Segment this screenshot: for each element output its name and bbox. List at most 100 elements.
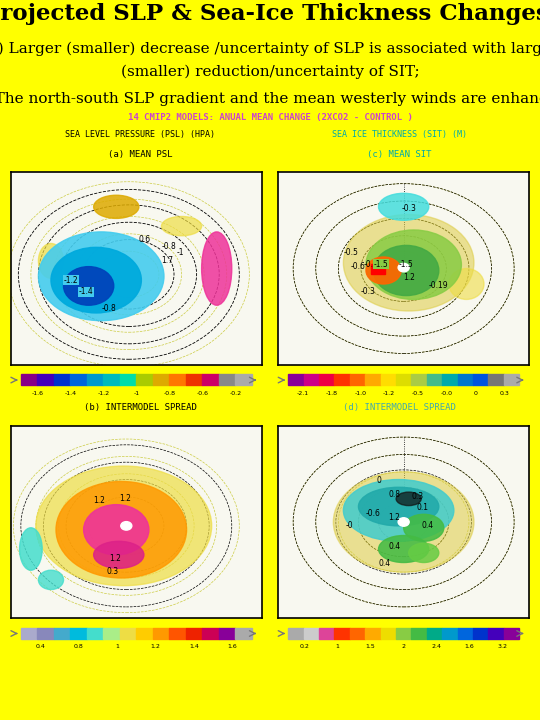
Text: 14 CMIP2 MODELS: ANUAL MEAN CHANGE (2XCO2 - CONTROL ): 14 CMIP2 MODELS: ANUAL MEAN CHANGE (2XCO… — [127, 113, 413, 122]
Bar — [427, 374, 442, 385]
Text: -0.3: -0.3 — [361, 287, 376, 296]
Ellipse shape — [93, 195, 139, 218]
Text: -1.0: -1.0 — [354, 390, 366, 395]
Text: -0.8: -0.8 — [161, 242, 176, 251]
Text: Projected SLP & Sea-Ice Thickness Changes:: Projected SLP & Sea-Ice Thickness Change… — [0, 3, 540, 25]
Bar — [504, 628, 519, 639]
Circle shape — [121, 521, 132, 530]
Text: -1.6: -1.6 — [31, 390, 43, 395]
Ellipse shape — [449, 269, 484, 300]
Bar — [219, 628, 235, 639]
Bar — [103, 374, 120, 385]
Ellipse shape — [84, 505, 149, 555]
Text: -0.19: -0.19 — [429, 281, 448, 290]
Text: -1: -1 — [133, 390, 139, 395]
Ellipse shape — [161, 217, 201, 235]
Text: (1) Larger (smaller) decrease /uncertainty of SLP is associated with larger: (1) Larger (smaller) decrease /uncertain… — [0, 42, 540, 56]
Bar — [396, 374, 411, 385]
Bar — [288, 374, 303, 385]
Bar — [235, 628, 252, 639]
Bar — [319, 374, 334, 385]
Text: 1: 1 — [336, 644, 340, 649]
Bar — [457, 374, 473, 385]
Text: 0.3: 0.3 — [411, 492, 423, 501]
Bar — [21, 628, 37, 639]
Text: 0.3: 0.3 — [106, 567, 118, 576]
Text: -0.2: -0.2 — [230, 390, 241, 395]
Text: 2.4: 2.4 — [431, 644, 442, 649]
Bar — [202, 628, 219, 639]
Text: SEA LEVEL PRESSURE (PSL) (HPA): SEA LEVEL PRESSURE (PSL) (HPA) — [65, 130, 215, 140]
Bar — [170, 374, 186, 385]
Text: -1.5: -1.5 — [374, 260, 388, 269]
Text: (d) INTERMODEL SPREAD: (d) INTERMODEL SPREAD — [343, 403, 456, 412]
Bar — [381, 628, 396, 639]
Ellipse shape — [359, 487, 439, 526]
Bar — [186, 628, 202, 639]
Bar — [473, 374, 488, 385]
Text: 1.2: 1.2 — [151, 644, 160, 649]
Text: -0.8: -0.8 — [164, 390, 176, 395]
Bar — [319, 628, 334, 639]
Bar — [350, 628, 365, 639]
Bar — [136, 628, 153, 639]
Bar — [350, 374, 365, 385]
Bar — [488, 628, 504, 639]
Text: 0: 0 — [474, 390, 478, 395]
Text: -0.3: -0.3 — [401, 204, 416, 212]
Bar — [371, 264, 385, 274]
Text: -0.6: -0.6 — [351, 261, 366, 271]
Bar — [381, 374, 396, 385]
Circle shape — [398, 264, 409, 272]
Text: SEA ICE THICKNESS (SIT) (M): SEA ICE THICKNESS (SIT) (M) — [332, 130, 467, 140]
Ellipse shape — [93, 541, 144, 568]
Ellipse shape — [379, 536, 429, 562]
Bar — [303, 628, 319, 639]
Ellipse shape — [366, 257, 401, 284]
Text: -0.0: -0.0 — [441, 390, 453, 395]
Text: 1.2: 1.2 — [109, 554, 120, 562]
Ellipse shape — [396, 492, 421, 505]
Bar — [153, 374, 170, 385]
Ellipse shape — [38, 232, 164, 320]
Bar — [303, 374, 319, 385]
Ellipse shape — [19, 528, 42, 570]
Circle shape — [398, 518, 409, 526]
Text: -1.8: -1.8 — [326, 390, 338, 395]
Bar — [54, 374, 70, 385]
Ellipse shape — [38, 570, 64, 590]
Ellipse shape — [36, 466, 212, 585]
Text: -0.9: -0.9 — [363, 260, 379, 269]
Text: (a) MEAN PSL: (a) MEAN PSL — [108, 150, 173, 158]
Text: (c) MEAN SIT: (c) MEAN SIT — [367, 150, 432, 158]
Ellipse shape — [366, 230, 461, 300]
Bar — [411, 628, 427, 639]
Text: 1.5: 1.5 — [366, 644, 375, 649]
Text: -0.6: -0.6 — [366, 509, 381, 518]
Bar — [70, 628, 87, 639]
Bar — [70, 374, 87, 385]
Text: -2.1: -2.1 — [296, 390, 309, 395]
Bar — [334, 374, 350, 385]
Text: -0: -0 — [346, 521, 354, 530]
Text: -0.6: -0.6 — [197, 390, 208, 395]
Ellipse shape — [51, 248, 141, 313]
Bar — [334, 628, 350, 639]
Ellipse shape — [333, 472, 474, 572]
Ellipse shape — [409, 543, 439, 562]
Bar — [442, 374, 457, 385]
Bar — [235, 374, 252, 385]
Bar — [170, 628, 186, 639]
Bar — [202, 374, 219, 385]
Bar — [427, 628, 442, 639]
Bar — [54, 628, 70, 639]
Text: -1.5: -1.5 — [399, 260, 414, 269]
Text: 1.7: 1.7 — [161, 256, 173, 265]
Text: 2: 2 — [402, 644, 406, 649]
Text: -1.4: -1.4 — [64, 390, 76, 395]
Text: 0.8: 0.8 — [389, 490, 401, 499]
Text: 1.2: 1.2 — [404, 273, 415, 282]
Ellipse shape — [343, 480, 454, 541]
Text: 0.4: 0.4 — [421, 521, 434, 530]
Text: 0.4: 0.4 — [389, 542, 401, 551]
